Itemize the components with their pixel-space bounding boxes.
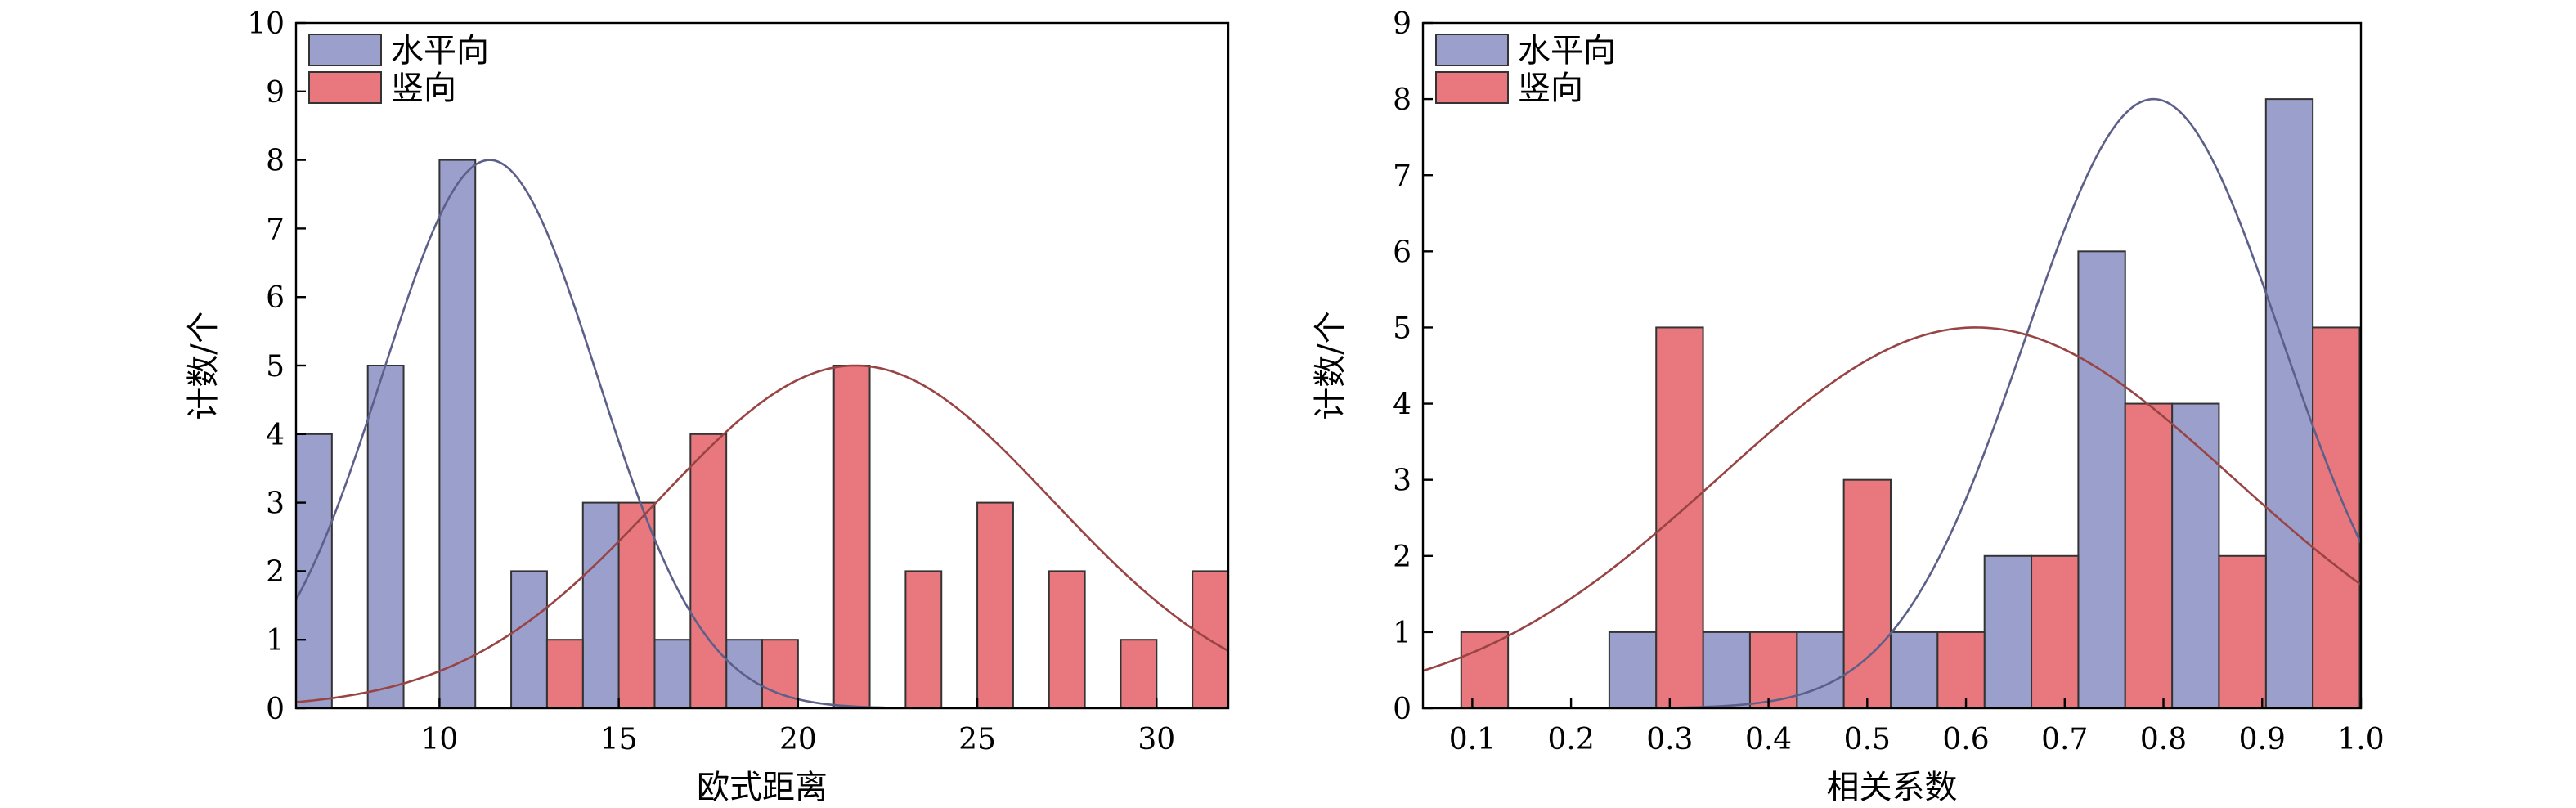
y-tick-label: 1 [1393,617,1411,650]
legend-label: 竖向 [391,70,456,107]
y-tick-label: 9 [266,76,285,110]
bar-horizontal [2171,402,2220,708]
y-axis-title: 计数/个 [1312,311,1349,420]
y-tick-label: 8 [1393,83,1411,117]
legend-label: 水平向 [1518,32,1616,70]
y-tick-label: 4 [266,419,285,452]
bar-horizontal [653,639,692,708]
bar-horizontal [366,365,405,708]
y-tick-label: 6 [1393,236,1411,269]
y-tick-label: 6 [266,281,285,315]
bar-vertical [1120,639,1158,708]
y-tick-label: 8 [266,145,285,178]
plot-frame [1421,21,2363,710]
legend-swatch [1435,71,1509,104]
bar-horizontal [1702,631,1751,708]
bar-horizontal [581,501,620,708]
y-tick-label: 3 [266,487,285,521]
y-tick-label: 10 [247,7,285,41]
bar-horizontal [1796,631,1845,708]
plot-area [296,159,1228,708]
bar-horizontal [1889,631,1939,708]
y-tick-label: 7 [1393,159,1411,193]
plot-area [1423,97,2361,708]
x-tick-label: 0.9 [2239,723,2286,756]
legend-label: 竖向 [1518,70,1583,107]
x-tick-label: 1.0 [2337,723,2384,756]
bar-horizontal [510,570,548,708]
bar-horizontal [438,159,477,708]
y-axis-title: 计数/个 [185,311,222,420]
x-tick-label: 10 [420,723,458,756]
x-tick-label: 0.3 [1646,723,1693,756]
bar-vertical [689,433,728,708]
x-axis-title: 相关系数 [1827,769,1958,806]
y-tick-label: 4 [1393,388,1411,422]
fit-curve-horizontal [296,159,1228,708]
fit-curve-vertical [1423,326,2361,672]
x-tick-label: 15 [600,723,638,756]
bar-horizontal [1983,554,2033,708]
plot-frame [294,21,1230,710]
bar-vertical [2312,326,2361,708]
bar-vertical [617,501,656,708]
bar-horizontal [2077,250,2126,708]
fit-curve-vertical [296,364,1228,703]
bar-vertical [2031,554,2080,708]
x-tick-label: 25 [958,723,996,756]
bar-vertical [1460,631,1510,708]
y-tick-label: 3 [1393,465,1411,498]
bar-vertical [1842,478,1892,708]
x-tick-label: 0.4 [1745,723,1792,756]
y-tick-label: 0 [266,693,285,726]
y-tick-label: 5 [1393,312,1411,345]
bar-vertical [1936,631,1986,708]
y-tick-label: 7 [266,213,285,246]
y-tick-label: 9 [1393,7,1411,41]
bar-vertical [1748,631,1798,708]
bar-vertical [545,639,584,708]
y-tick-label: 0 [1393,693,1411,726]
y-tick-label: 5 [266,350,285,384]
y-tick-label: 1 [266,624,285,658]
bar-vertical [2124,402,2174,708]
y-tick-label: 2 [266,555,285,589]
x-tick-label: 20 [779,723,817,756]
legend-swatch [308,34,382,66]
x-tick-label: 0.8 [2140,723,2187,756]
x-tick-label: 30 [1138,723,1175,756]
x-tick-label: 0.6 [1942,723,1989,756]
x-tick-label: 0.1 [1449,723,1496,756]
bar-vertical [1048,570,1086,708]
bar-horizontal [1608,631,1658,708]
legend-label: 水平向 [391,32,489,70]
legend-swatch [308,71,382,104]
bar-vertical [832,365,871,708]
x-tick-label: 0.2 [1547,723,1594,756]
bar-vertical [1655,326,1704,708]
bar-vertical [976,501,1014,708]
chart-correlation-coefficient: 0 1 2 3 4 5 6 7 8 9 0.1 0.2 0.3 0.4 0.5 0.6 0.7 0.8 0.9 1.0… [1312,7,2385,806]
bar-vertical [2218,554,2267,708]
y-tick-label: 2 [1393,541,1411,574]
x-axis-title: 欧式距离 [697,769,828,806]
bar-vertical [904,570,943,708]
x-tick-label: 0.7 [2041,723,2088,756]
x-tick-label: 0.5 [1844,723,1891,756]
legend-swatch [1435,34,1509,66]
